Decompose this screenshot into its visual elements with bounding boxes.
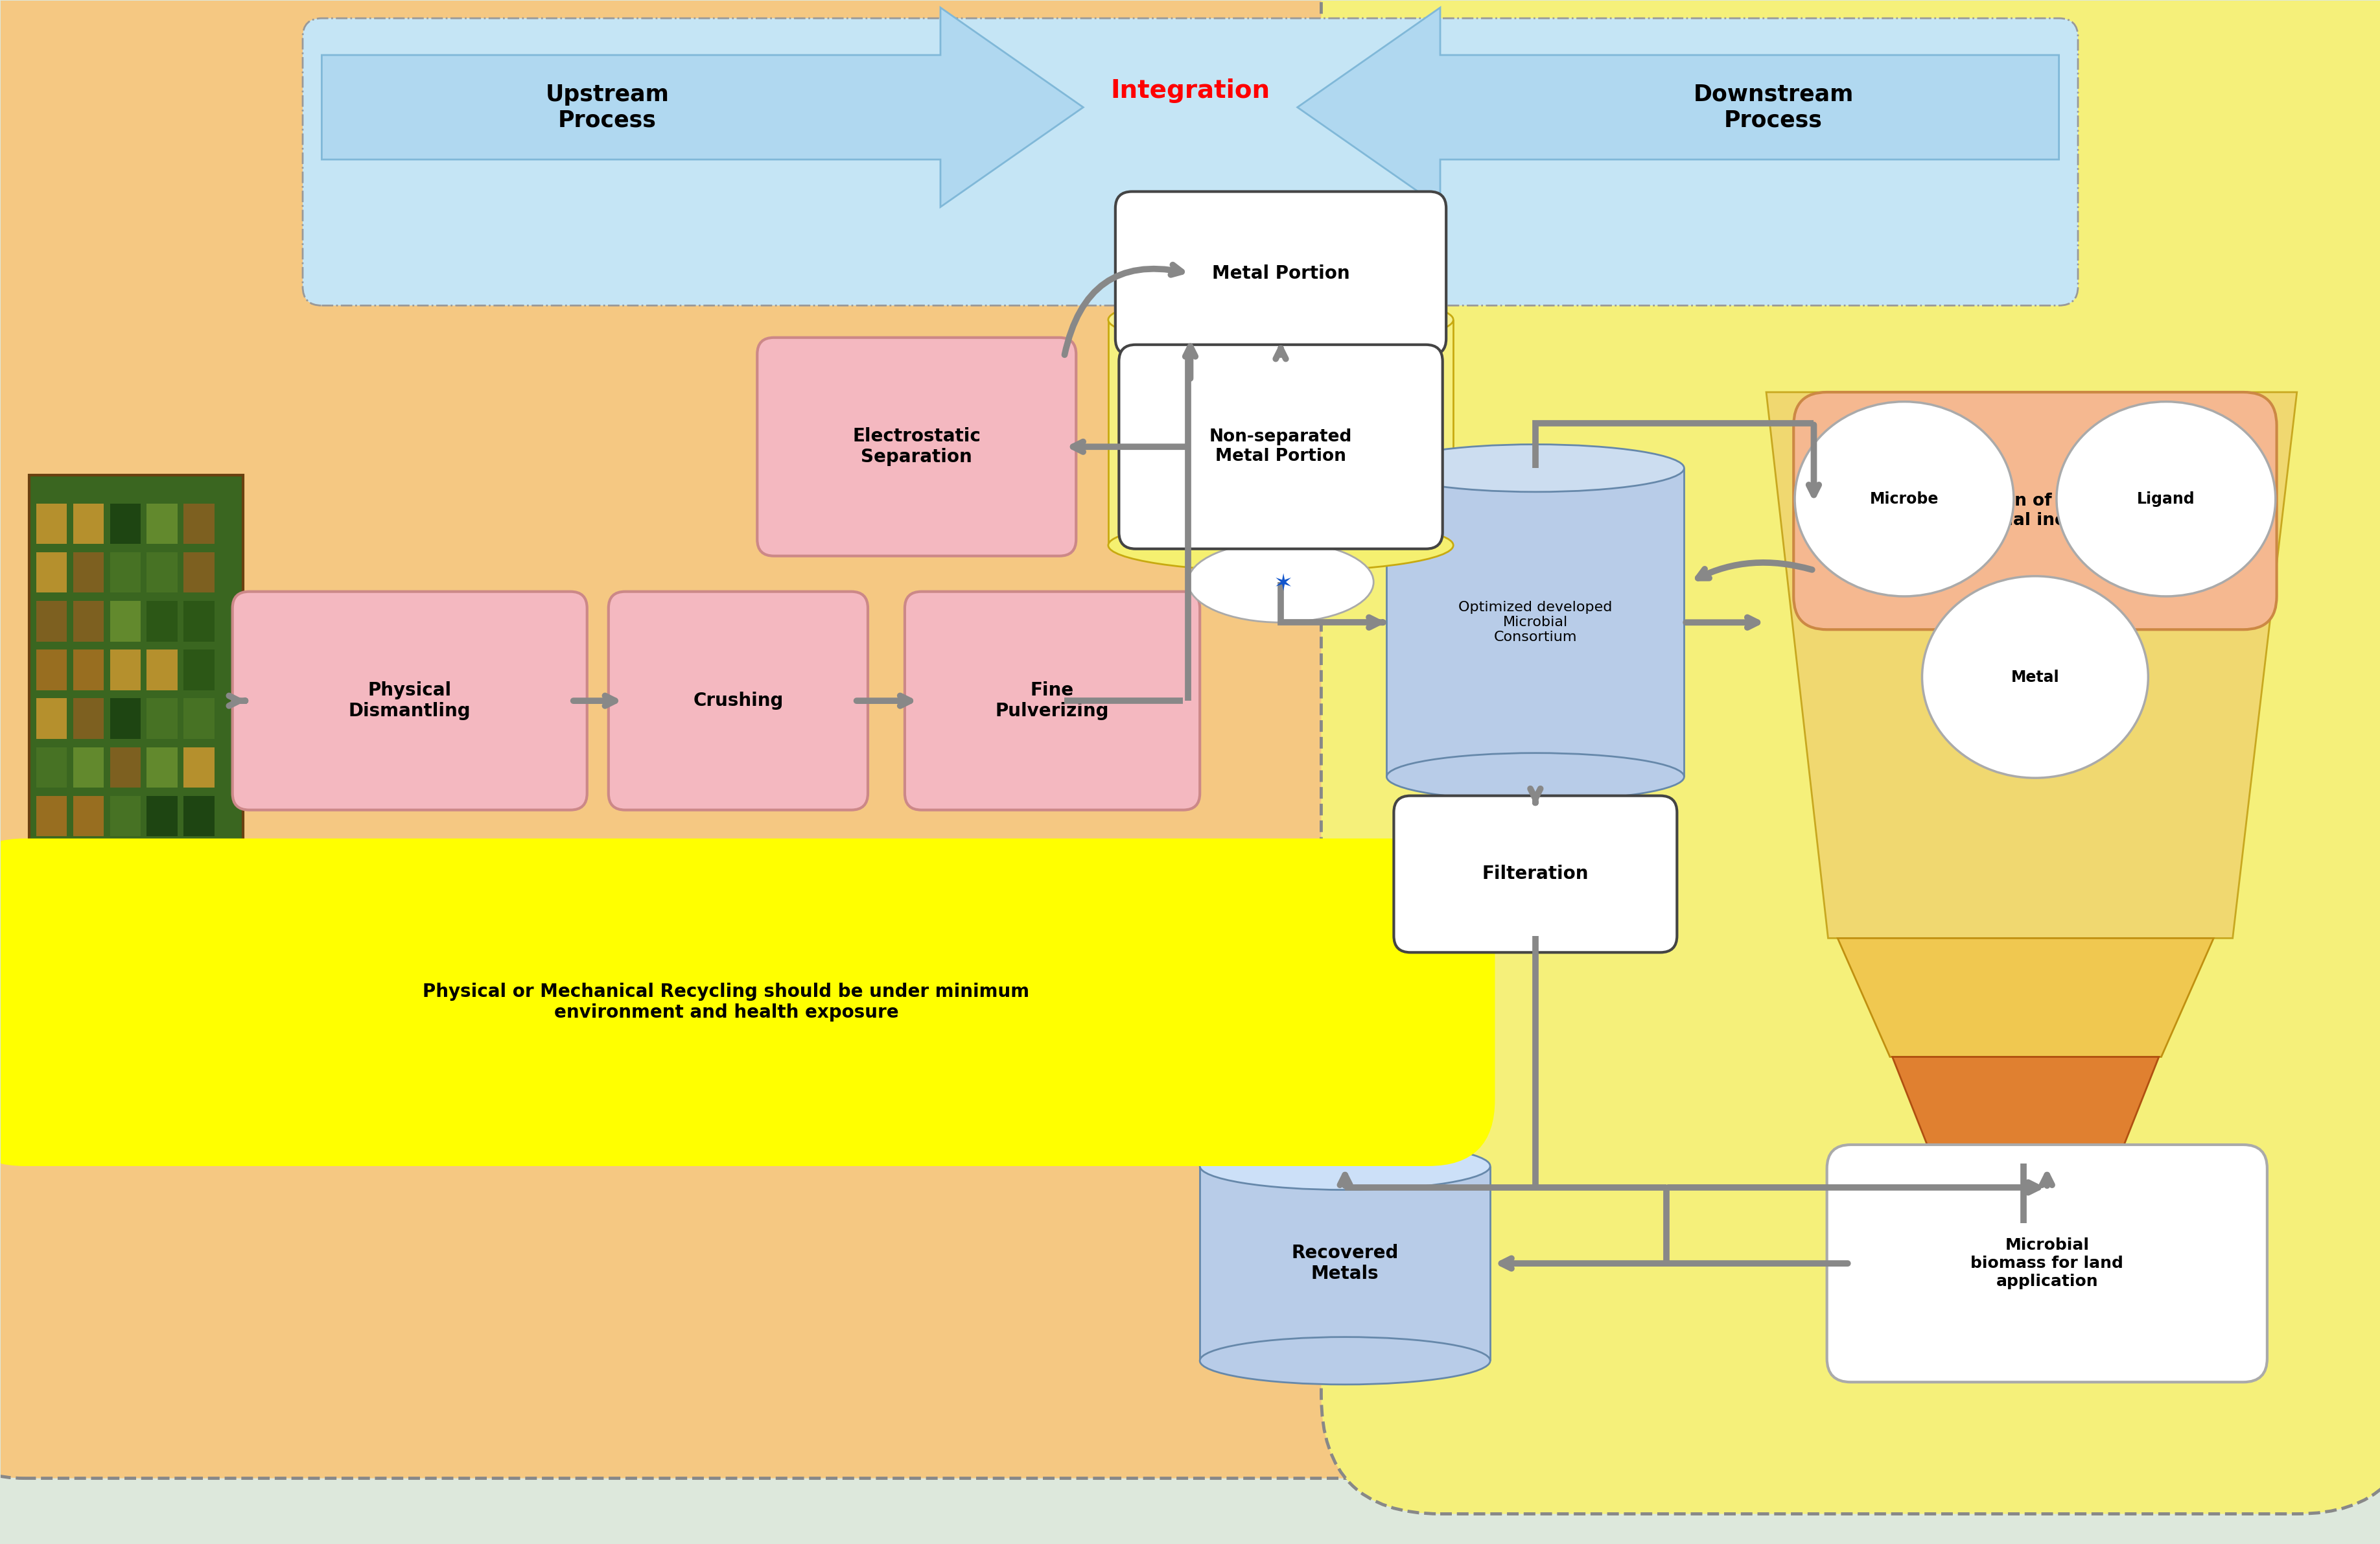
FancyArrowPatch shape	[1185, 346, 1195, 378]
FancyBboxPatch shape	[609, 591, 869, 811]
Ellipse shape	[2056, 401, 2275, 596]
Bar	[36, 747, 67, 787]
Bar	[1200, 1166, 1490, 1360]
Bar	[74, 503, 105, 543]
Polygon shape	[321, 8, 1083, 207]
FancyBboxPatch shape	[233, 591, 588, 811]
Ellipse shape	[1921, 576, 2147, 778]
Bar	[74, 747, 105, 787]
Bar	[109, 650, 140, 690]
Polygon shape	[1892, 1058, 2159, 1160]
Ellipse shape	[1200, 1143, 1490, 1190]
Text: Metal Portion: Metal Portion	[1211, 264, 1349, 283]
Text: Microbial
biomass for land
application: Microbial biomass for land application	[1971, 1238, 2123, 1289]
FancyBboxPatch shape	[1392, 795, 1676, 953]
Polygon shape	[1190, 366, 1371, 499]
Text: Recovered
Metals: Recovered Metals	[1290, 1244, 1397, 1283]
Bar	[74, 553, 105, 593]
Bar	[109, 795, 140, 837]
Ellipse shape	[1795, 401, 2013, 596]
Text: Physical
Dismantling: Physical Dismantling	[347, 681, 471, 721]
Text: Downstream
Process: Downstream Process	[1692, 83, 1854, 131]
Ellipse shape	[1200, 1337, 1490, 1385]
Bar	[74, 601, 105, 641]
FancyBboxPatch shape	[302, 19, 2078, 306]
FancyBboxPatch shape	[0, 838, 1495, 1166]
Bar	[183, 650, 214, 690]
Bar	[36, 601, 67, 641]
Text: Non-separated
Metal Portion: Non-separated Metal Portion	[1209, 429, 1352, 465]
Bar	[74, 650, 105, 690]
FancyBboxPatch shape	[1119, 344, 1442, 548]
Text: ✶: ✶	[1273, 573, 1292, 596]
FancyArrowPatch shape	[1064, 266, 1180, 355]
Bar	[148, 503, 178, 543]
FancyBboxPatch shape	[1321, 0, 2380, 1513]
Bar	[148, 601, 178, 641]
Bar	[36, 553, 67, 593]
Ellipse shape	[1109, 519, 1452, 571]
Bar	[148, 553, 178, 593]
Polygon shape	[1940, 1160, 2113, 1223]
Bar	[183, 553, 214, 593]
FancyBboxPatch shape	[0, 0, 1535, 1478]
Polygon shape	[1766, 392, 2297, 939]
Bar	[148, 698, 178, 738]
Bar	[36, 650, 67, 690]
Polygon shape	[1837, 939, 2213, 1058]
Text: Fine
Pulverizing: Fine Pulverizing	[995, 681, 1109, 721]
Text: Addition of fungal/
bacterial inoculum: Addition of fungal/ bacterial inoculum	[1944, 493, 2125, 530]
FancyBboxPatch shape	[904, 591, 1200, 811]
Bar	[183, 698, 214, 738]
Bar	[109, 503, 140, 543]
Bar	[36, 698, 67, 738]
Text: Optimized developed
Microbial
Consortium: Optimized developed Microbial Consortium	[1459, 601, 1611, 644]
Text: Upstream
Process: Upstream Process	[545, 83, 669, 131]
Bar	[74, 795, 105, 837]
FancyBboxPatch shape	[1792, 392, 2275, 630]
Bar	[109, 698, 140, 738]
Text: Microbe: Microbe	[1868, 491, 1937, 506]
Bar	[183, 503, 214, 543]
Polygon shape	[1297, 8, 2059, 207]
Text: Filteration: Filteration	[1483, 865, 1587, 883]
Bar	[148, 747, 178, 787]
Bar	[183, 601, 214, 641]
Text: Electrostatic
Separation: Electrostatic Separation	[852, 428, 981, 466]
Bar	[36, 503, 67, 543]
Bar	[74, 698, 105, 738]
Bar	[36, 795, 67, 837]
Ellipse shape	[1385, 753, 1683, 800]
Bar	[1109, 320, 1452, 545]
Text: Metal: Metal	[2011, 669, 2059, 686]
Bar	[148, 795, 178, 837]
Ellipse shape	[1188, 542, 1373, 622]
FancyBboxPatch shape	[1116, 191, 1445, 355]
Bar	[29, 476, 243, 843]
Text: Ligand: Ligand	[2137, 491, 2194, 506]
Bar	[1385, 468, 1683, 777]
Text: Integration: Integration	[1109, 79, 1271, 103]
Bar	[109, 553, 140, 593]
Ellipse shape	[1385, 445, 1683, 493]
Bar	[148, 650, 178, 690]
Bar	[109, 747, 140, 787]
Text: Physical or Mechanical Recycling should be under minimum
environment and health : Physical or Mechanical Recycling should …	[424, 982, 1031, 1022]
Bar	[183, 747, 214, 787]
Text: Crushing: Crushing	[693, 692, 783, 710]
FancyBboxPatch shape	[1825, 1144, 2266, 1382]
Bar	[183, 795, 214, 837]
Ellipse shape	[1109, 293, 1452, 346]
Bar	[109, 601, 140, 641]
FancyBboxPatch shape	[757, 338, 1076, 556]
